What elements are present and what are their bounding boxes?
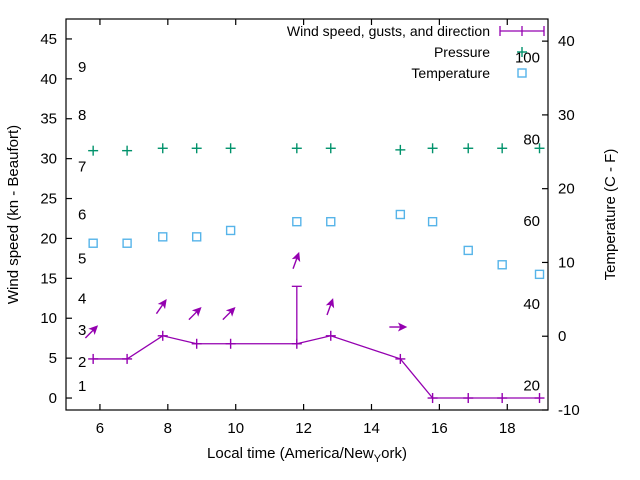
temperature-point [326, 216, 336, 227]
x-tick-label: 18 [499, 420, 516, 437]
beaufort-label: 1 [78, 378, 86, 395]
y-tick-label: 30 [40, 151, 57, 168]
y2-tick-label: 0 [558, 328, 566, 345]
x-tick-label: 8 [164, 420, 172, 437]
legend-label-0: Wind speed, gusts, and direction [287, 23, 490, 39]
wind-speed-point [157, 330, 168, 341]
temperature-point [191, 232, 202, 242]
fahrenheit-label: 80 [523, 131, 540, 148]
pressure-point [534, 143, 545, 154]
temperature-point [225, 225, 236, 236]
wind-direction-arrow [222, 306, 236, 321]
beaufort-label: 9 [78, 59, 86, 76]
wind-speed-point [122, 353, 133, 364]
beaufort-label: 4 [78, 290, 86, 307]
pressure-point [497, 143, 508, 154]
temperature-point [88, 238, 98, 248]
beaufort-label: 7 [78, 159, 86, 176]
temperature-point [395, 209, 406, 220]
pressure-point [395, 144, 406, 155]
wind-speed-point [395, 353, 406, 364]
temperature-point [158, 232, 168, 242]
x-tick-label: 6 [96, 420, 104, 437]
beaufort-label: 2 [78, 354, 86, 371]
y-tick-label: 45 [40, 31, 57, 48]
pressure-point [157, 143, 168, 154]
wind-speed-point [225, 338, 236, 349]
wind-speed-point [291, 338, 302, 349]
pressure-point [225, 143, 236, 154]
y2-tick-label: 30 [558, 107, 575, 124]
y-tick-label: 40 [40, 71, 57, 88]
y-tick-label: 20 [40, 230, 57, 247]
fahrenheit-label: 100 [515, 49, 540, 66]
y2-tick-label: -10 [558, 402, 580, 419]
y-tick-label: 35 [40, 111, 57, 128]
fahrenheit-label: 40 [523, 296, 540, 313]
y2-tick-label: 40 [558, 33, 575, 50]
x-tick-label: 16 [431, 420, 448, 437]
legend-label-2: Temperature [411, 65, 490, 81]
x-tick-label: 10 [227, 420, 244, 437]
wind-speed-point [534, 393, 545, 404]
pressure-point [291, 143, 302, 154]
legend-marker-1 [517, 47, 527, 57]
wind-direction-arrow [188, 306, 202, 321]
pressure-point [122, 145, 133, 156]
beaufort-label: 6 [78, 207, 86, 224]
fahrenheit-label: 20 [523, 378, 540, 395]
y-tick-label: 5 [49, 350, 57, 367]
y2-axis-title: Temperature (C - F) [602, 149, 619, 281]
wind-speed-line [93, 335, 540, 399]
temperature-point [534, 269, 545, 280]
legend-marker-0 [499, 26, 545, 36]
temperature-point [497, 260, 507, 270]
temperature-point [463, 245, 473, 256]
pressure-point [325, 143, 336, 154]
wind-direction-arrow [291, 251, 301, 269]
fahrenheit-label: 60 [523, 213, 540, 230]
temperature-point [122, 238, 132, 248]
temperature-point [292, 216, 302, 227]
y-tick-label: 0 [49, 390, 57, 407]
beaufort-label: 8 [78, 107, 86, 124]
legend-label-1: Pressure [434, 44, 490, 60]
wind-direction-arrow [155, 298, 167, 315]
y-tick-label: 15 [40, 270, 57, 287]
wind-speed-point [427, 393, 438, 404]
wind-speed-point [463, 393, 474, 404]
y2-tick-label: 20 [558, 181, 575, 198]
wind-direction-arrow [325, 298, 335, 316]
y2-tick-label: 10 [558, 254, 575, 271]
wind-speed-point [191, 338, 202, 349]
x-tick-label: 14 [363, 420, 380, 437]
wind-speed-point [497, 393, 508, 404]
pressure-point [427, 143, 438, 154]
y-tick-label: 10 [40, 310, 57, 327]
plot-frame [65, 18, 549, 411]
y-axis-title: Wind speed (kn - Beaufort) [5, 125, 22, 304]
x-axis-title: Local time (America/NewYork) [207, 445, 407, 465]
x-tick-label: 12 [295, 420, 312, 437]
pressure-point [191, 143, 202, 154]
beaufort-label: 3 [78, 322, 86, 339]
pressure-point [463, 143, 474, 154]
wind-direction-arrow [84, 325, 99, 339]
wind-speed-point [88, 353, 99, 364]
beaufort-label: 5 [78, 250, 86, 267]
y-tick-label: 25 [40, 191, 57, 208]
wind-speed-point [325, 330, 336, 341]
temperature-point [427, 216, 438, 227]
pressure-point [88, 145, 99, 156]
legend-marker-2 [517, 68, 527, 78]
wind-direction-arrow [389, 322, 408, 332]
